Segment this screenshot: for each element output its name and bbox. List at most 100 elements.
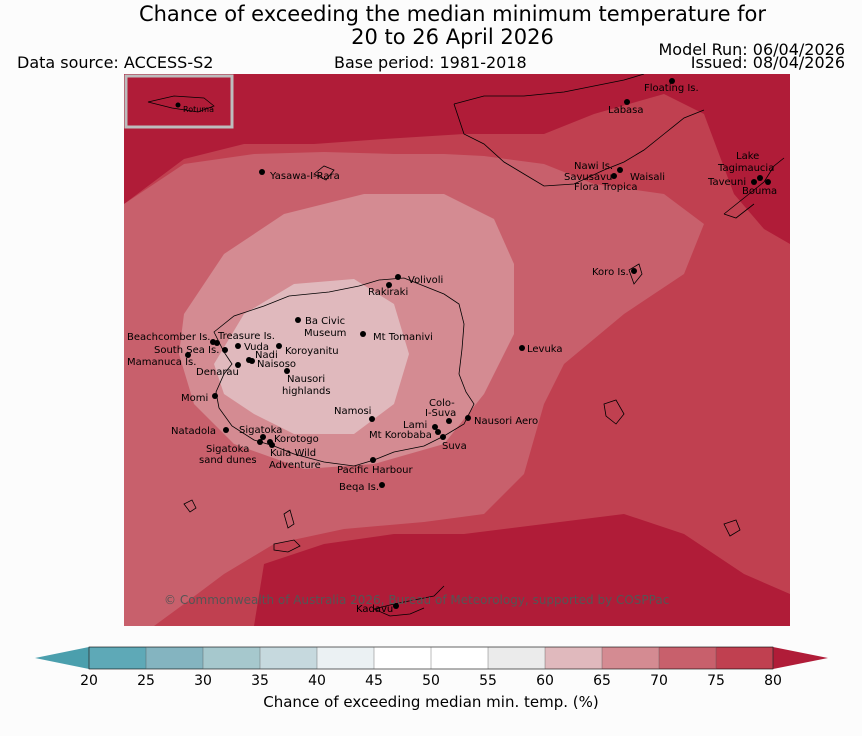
colorbar-tick-label: 60 bbox=[536, 673, 554, 689]
label-rakiraki: Rakiraki bbox=[368, 287, 408, 298]
svg-text:Rotuma: Rotuma bbox=[183, 105, 214, 114]
colorbar-bin bbox=[374, 647, 431, 669]
base-period: Base period: 1981-2018 bbox=[334, 53, 527, 72]
label-natadola: Natadola bbox=[171, 426, 216, 437]
bouma-dot bbox=[765, 179, 771, 185]
colorbar-bin bbox=[431, 647, 488, 669]
label-naisoso: Naisoso bbox=[257, 359, 296, 370]
label-lami: Lami bbox=[403, 420, 427, 431]
colorbar-tick-label: 35 bbox=[251, 673, 269, 689]
colorbar-tick-label: 70 bbox=[650, 673, 668, 689]
label-nawi: Nawi Is. bbox=[574, 161, 613, 172]
label-flora: Flora Tropica bbox=[574, 182, 637, 193]
colorbar-tick-label: 80 bbox=[764, 673, 782, 689]
label-bacivic-1: Ba Civic bbox=[305, 316, 345, 327]
colorbar-bin bbox=[146, 647, 203, 669]
colorbar-tick-label: 50 bbox=[422, 673, 440, 689]
label-nadi: Nadi bbox=[255, 350, 278, 361]
label-kula-2: Adventure bbox=[269, 460, 321, 471]
label-nausori-h-1: Nausori bbox=[287, 374, 325, 385]
label-nausori-aero: Nausori Aero bbox=[474, 416, 538, 427]
label-colo-1: Colo- bbox=[429, 398, 455, 409]
zone-80-plus-south bbox=[254, 514, 790, 626]
mamanuca-dot bbox=[185, 352, 191, 358]
label-savusavu: Savusavu bbox=[564, 172, 612, 183]
label-korotogo: Korotogo bbox=[274, 434, 319, 445]
label-sigatoka: Sigatoka bbox=[239, 425, 282, 436]
colorbar-over-arrow bbox=[773, 647, 828, 669]
kula-dot bbox=[269, 442, 275, 448]
tomanivi-dot bbox=[360, 331, 366, 337]
bacivic-dot bbox=[295, 317, 301, 323]
colorbar: 20 25 30 35 40 45 50 55 60 65 70 75 80 Chance of exc… bbox=[35, 646, 828, 711]
data-source: Data source: ACCESS-S2 bbox=[17, 53, 214, 72]
label-kula-1: Kula Wild bbox=[270, 448, 316, 459]
denarau-dot bbox=[235, 362, 241, 368]
colo-dot bbox=[446, 418, 452, 424]
label-colo-2: I-Suva bbox=[425, 408, 456, 419]
colorbar-bin bbox=[602, 647, 659, 669]
issued-date: Issued: 08/04/2026 bbox=[690, 53, 845, 72]
colorbar-bin bbox=[317, 647, 374, 669]
colorbar-tick-label: 65 bbox=[593, 673, 611, 689]
label-lake: Lake bbox=[736, 151, 759, 162]
beqa-dot bbox=[379, 482, 385, 488]
tagimaucia-dot bbox=[757, 175, 763, 181]
pacific-dot bbox=[370, 457, 376, 463]
colorbar-bin bbox=[545, 647, 602, 669]
natadola-dot bbox=[223, 427, 229, 433]
vuda-dot bbox=[235, 343, 241, 349]
nawi-dot bbox=[617, 167, 623, 173]
label-beqa: Beqa Is. bbox=[339, 482, 379, 493]
colorbar-tick-label: 75 bbox=[707, 673, 725, 689]
label-koroyanitu: Koroyanitu bbox=[285, 346, 339, 357]
yasawa-dot bbox=[259, 169, 265, 175]
colorbar-tick-label: 20 bbox=[80, 673, 98, 689]
label-sig-dunes-2: sand dunes bbox=[199, 455, 257, 466]
taveuni-dot bbox=[751, 179, 757, 185]
label-southsea: South Sea Is. bbox=[154, 345, 219, 356]
label-momi: Momi bbox=[181, 393, 208, 404]
colorbar-bin bbox=[260, 647, 317, 669]
colorbar-label: Chance of exceeding median min. temp. (%… bbox=[263, 693, 598, 711]
label-sig-dunes-1: Sigatoka bbox=[206, 444, 249, 455]
southsea-dot bbox=[222, 347, 228, 353]
probability-map: Rotuma Floating Is. Labasa Yasawa-I-Rara… bbox=[124, 74, 790, 626]
label-taveuni: Taveuni bbox=[707, 177, 746, 188]
place-markers: Floating Is. Labasa Yasawa-I-Rara Nawi I… bbox=[127, 78, 777, 615]
copyright-notice: © Commonwealth of Australia 2026, Bureau… bbox=[164, 593, 669, 607]
lami-dot bbox=[432, 424, 438, 430]
levuka-dot bbox=[519, 345, 525, 351]
kadavu-dot bbox=[393, 603, 399, 609]
naisoso-dot bbox=[249, 358, 255, 364]
zone-80-plus-north bbox=[124, 74, 790, 244]
label-mamanuca: Mamanuca Is. bbox=[127, 357, 196, 368]
colorbar-bins bbox=[89, 647, 773, 669]
label-volivoli: Volivoli bbox=[408, 275, 443, 286]
savusavu-dot bbox=[611, 173, 617, 179]
nausori-aero-dot bbox=[465, 415, 471, 421]
sig-dunes-dot bbox=[257, 439, 263, 445]
colorbar-under-arrow bbox=[35, 647, 89, 669]
colorbar-bin bbox=[89, 647, 146, 669]
colorbar-tick-label: 40 bbox=[308, 673, 326, 689]
label-yasawa: Yasawa-I-Rara bbox=[269, 171, 340, 182]
model-run: Model Run: 06/04/2026 bbox=[658, 40, 846, 59]
colorbar-ticks: 20 25 30 35 40 45 50 55 60 65 70 75 80 bbox=[80, 647, 782, 689]
label-namosi: Namosi bbox=[334, 406, 371, 417]
koro-dot bbox=[631, 268, 637, 274]
zone-60-65 bbox=[214, 279, 409, 434]
colorbar-tick-label: 25 bbox=[137, 673, 155, 689]
label-tomanivi: Mt Tomanivi bbox=[373, 332, 433, 343]
label-kadavu: Kadavu bbox=[356, 604, 393, 615]
floating-dot bbox=[669, 78, 675, 84]
koroyanitu-dot bbox=[276, 343, 282, 349]
rakiraki-dot bbox=[386, 282, 392, 288]
treasure-dot bbox=[214, 340, 220, 346]
colorbar-tick-label: 30 bbox=[194, 673, 212, 689]
label-koro: Koro Is. bbox=[592, 267, 629, 278]
coastlines bbox=[183, 74, 785, 617]
label-floating: Floating Is. bbox=[644, 83, 699, 94]
colorbar-tick-label: 45 bbox=[365, 673, 383, 689]
label-nausori-h-2: highlands bbox=[282, 386, 331, 397]
